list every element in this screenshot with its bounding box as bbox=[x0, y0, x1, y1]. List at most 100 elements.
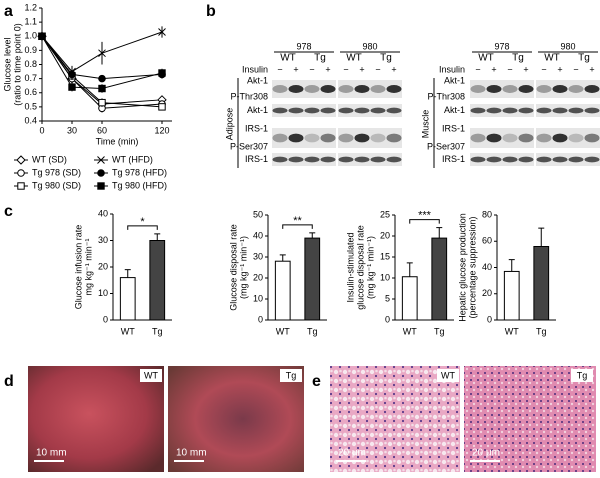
panel-label: e bbox=[312, 373, 321, 390]
bar bbox=[503, 270, 520, 321]
blot-band bbox=[320, 107, 336, 114]
significance-bracket bbox=[409, 219, 440, 224]
blot-band bbox=[552, 133, 568, 143]
treatment-label: Insulin bbox=[242, 64, 268, 74]
treatment-sign: + bbox=[391, 64, 396, 74]
marker-shape bbox=[158, 69, 166, 77]
line-label: 980 bbox=[362, 41, 377, 51]
photo-tag: WT bbox=[144, 370, 158, 380]
y-axis-label: mg kg⁻¹ min⁻¹ bbox=[83, 238, 93, 295]
bar bbox=[304, 237, 321, 321]
blot-band bbox=[584, 133, 600, 143]
marker bbox=[16, 155, 26, 165]
blot-band bbox=[502, 133, 518, 143]
y-tick-label: 1.2 bbox=[24, 2, 37, 12]
treatment-sign: − bbox=[475, 64, 480, 74]
y-tick-label: 1.0 bbox=[24, 31, 37, 41]
blot-band bbox=[370, 85, 386, 93]
row-label: Akt-1 bbox=[444, 75, 465, 85]
photo-tag: Tg bbox=[286, 370, 297, 380]
treatment-sign: + bbox=[293, 64, 298, 74]
legend-label: WT (HFD) bbox=[112, 154, 153, 164]
blot-strip bbox=[470, 80, 534, 98]
blot-band bbox=[320, 133, 336, 143]
line-label: 978 bbox=[494, 41, 509, 51]
blot-band bbox=[518, 133, 534, 143]
y-tick-label: 20 bbox=[98, 261, 108, 271]
blot-band bbox=[272, 133, 288, 143]
y-tick-label: 20 bbox=[380, 230, 390, 240]
row-label: Akt-1 bbox=[247, 105, 268, 115]
panel-label: b bbox=[206, 3, 216, 20]
panel-label: d bbox=[4, 373, 14, 390]
y-tick-label: 20 bbox=[482, 288, 492, 298]
y-axis-label: (ratio to time point 0) bbox=[12, 23, 22, 106]
photo-tag: WT bbox=[441, 370, 455, 380]
marker bbox=[98, 98, 106, 107]
row-label: P-Thr308 bbox=[427, 91, 465, 101]
blot-band bbox=[568, 133, 584, 143]
marker-shape bbox=[68, 70, 76, 79]
x-tick-label: 0 bbox=[39, 125, 44, 135]
treatment-sign: + bbox=[589, 64, 594, 74]
marker-shape bbox=[98, 74, 106, 83]
y-tick-label: 5 bbox=[385, 293, 390, 303]
marker bbox=[158, 69, 166, 77]
marker-shape bbox=[97, 156, 105, 164]
legend-entry: WT (SD) bbox=[14, 154, 67, 165]
marker bbox=[97, 156, 105, 164]
x-tick-label: WT bbox=[121, 326, 135, 336]
marker bbox=[158, 103, 166, 111]
row-label: P-Thr308 bbox=[230, 91, 268, 101]
y-tick-label: 0 bbox=[385, 314, 390, 324]
marker bbox=[17, 182, 25, 190]
y-axis-label: (mg kg⁻¹ min⁻¹) bbox=[365, 236, 375, 299]
y-tick-label: 60 bbox=[482, 236, 492, 246]
y-axis-label: glucose disposal rate bbox=[355, 225, 365, 310]
bar bbox=[533, 246, 550, 321]
photo-tag-box bbox=[140, 369, 162, 382]
x-tick-label: Tg bbox=[536, 326, 547, 336]
x-tick-label: 120 bbox=[154, 125, 169, 135]
blot-band bbox=[386, 156, 402, 163]
series-line bbox=[41, 31, 163, 73]
y-tick-label: 0.7 bbox=[24, 73, 37, 83]
blot-strip bbox=[272, 153, 336, 166]
marker-shape bbox=[98, 49, 106, 58]
blot-band bbox=[304, 156, 320, 163]
blot-band bbox=[338, 85, 354, 93]
scale-label: 10 mm bbox=[36, 448, 67, 459]
bar bbox=[401, 276, 418, 321]
legend-label: WT (SD) bbox=[32, 154, 67, 164]
legend-entry: Tg 978 (HFD) bbox=[94, 167, 167, 177]
y-tick-label: 0.8 bbox=[24, 59, 37, 69]
blot-band bbox=[568, 156, 584, 163]
x-axis-label: Time (min) bbox=[96, 136, 139, 146]
marker-shape bbox=[158, 103, 166, 111]
photo-tag-box bbox=[437, 369, 459, 382]
y-tick-label: 25 bbox=[380, 209, 390, 219]
marker-shape bbox=[16, 155, 26, 165]
treatment-sign: − bbox=[375, 64, 380, 74]
blot-band bbox=[354, 133, 370, 143]
marker-shape bbox=[97, 169, 105, 177]
blot-band bbox=[568, 85, 584, 93]
treatment-sign: − bbox=[343, 64, 348, 74]
blot-strip bbox=[470, 104, 534, 117]
marker bbox=[97, 169, 105, 177]
series-line bbox=[41, 35, 163, 80]
row-label: IRS-1 bbox=[442, 154, 465, 164]
treatment-sign: + bbox=[557, 64, 562, 74]
blot-band bbox=[536, 85, 552, 93]
genotype-label: Tg bbox=[380, 53, 392, 64]
blot-band bbox=[370, 133, 386, 143]
scale-label: 20 μm bbox=[338, 448, 366, 459]
y-axis-label: Glucose level bbox=[2, 37, 12, 91]
marker-shape bbox=[68, 83, 76, 91]
significance-bracket bbox=[282, 224, 313, 229]
x-tick-label: 30 bbox=[67, 125, 77, 135]
x-tick-label: Tg bbox=[307, 326, 318, 336]
blot-band bbox=[536, 107, 552, 114]
blot-band bbox=[370, 107, 386, 114]
blot-band bbox=[354, 156, 370, 163]
